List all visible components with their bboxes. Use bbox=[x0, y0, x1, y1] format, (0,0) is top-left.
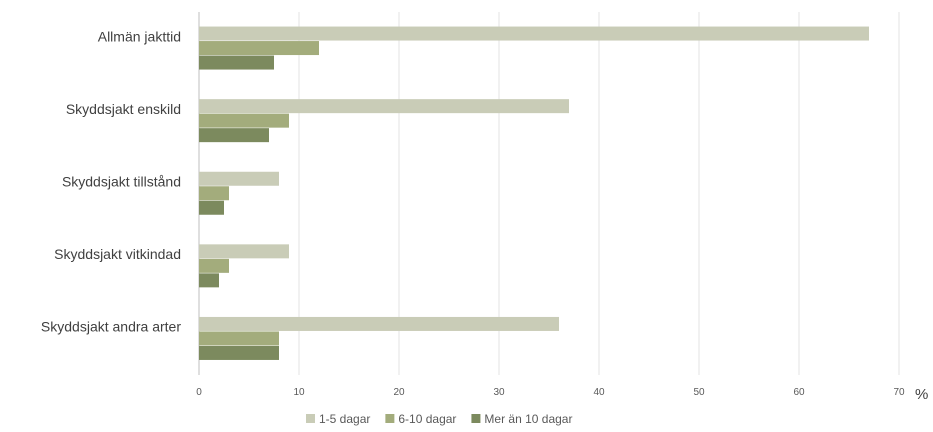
legend-swatch bbox=[385, 414, 395, 423]
category-label: Skyddsjakt andra arter bbox=[41, 319, 181, 335]
bar bbox=[199, 244, 289, 259]
gridlines bbox=[198, 12, 900, 375]
bar bbox=[199, 99, 569, 114]
legend-swatch bbox=[471, 414, 481, 423]
bar bbox=[199, 26, 869, 41]
x-tick-label: 40 bbox=[593, 387, 605, 398]
x-tick-label: 50 bbox=[693, 387, 705, 398]
bar bbox=[199, 41, 319, 56]
bar bbox=[199, 345, 279, 360]
bar bbox=[199, 171, 279, 186]
x-tick-label: 60 bbox=[793, 387, 805, 398]
bar bbox=[199, 331, 279, 346]
legend-label: 6-10 dagar bbox=[398, 412, 456, 426]
x-tick-label: 10 bbox=[293, 387, 305, 398]
x-tick-label: 20 bbox=[393, 387, 405, 398]
legend-swatch bbox=[306, 414, 315, 423]
x-axis-unit: % bbox=[915, 386, 928, 403]
x-tick-label: 70 bbox=[893, 387, 905, 398]
bar bbox=[199, 113, 289, 128]
bar bbox=[199, 128, 269, 143]
bar bbox=[199, 200, 224, 215]
bar bbox=[199, 55, 274, 70]
x-tick-label: 30 bbox=[493, 387, 505, 398]
category-labels: Allmän jakttid Skyddsjakt enskild Skyddsja… bbox=[41, 28, 181, 334]
category-label: Skyddsjakt enskild bbox=[66, 101, 181, 117]
bar bbox=[199, 316, 559, 331]
bar bbox=[199, 273, 219, 288]
legend: 1-5 dagar 6-10 dagar Mer än 10 dagar bbox=[306, 412, 572, 426]
bar bbox=[199, 258, 229, 273]
x-axis-ticks: 0 10 20 30 40 50 60 70 bbox=[196, 387, 905, 398]
category-label: Skyddsjakt vitkindad bbox=[54, 246, 181, 262]
legend-label: 1-5 dagar bbox=[319, 412, 370, 426]
bars bbox=[199, 26, 869, 360]
category-label: Allmän jakttid bbox=[98, 28, 181, 44]
x-tick-label: 0 bbox=[196, 387, 202, 398]
bar bbox=[199, 186, 229, 201]
legend-label: Mer än 10 dagar bbox=[484, 412, 572, 426]
category-label: Skyddsjakt tillstånd bbox=[62, 174, 181, 190]
